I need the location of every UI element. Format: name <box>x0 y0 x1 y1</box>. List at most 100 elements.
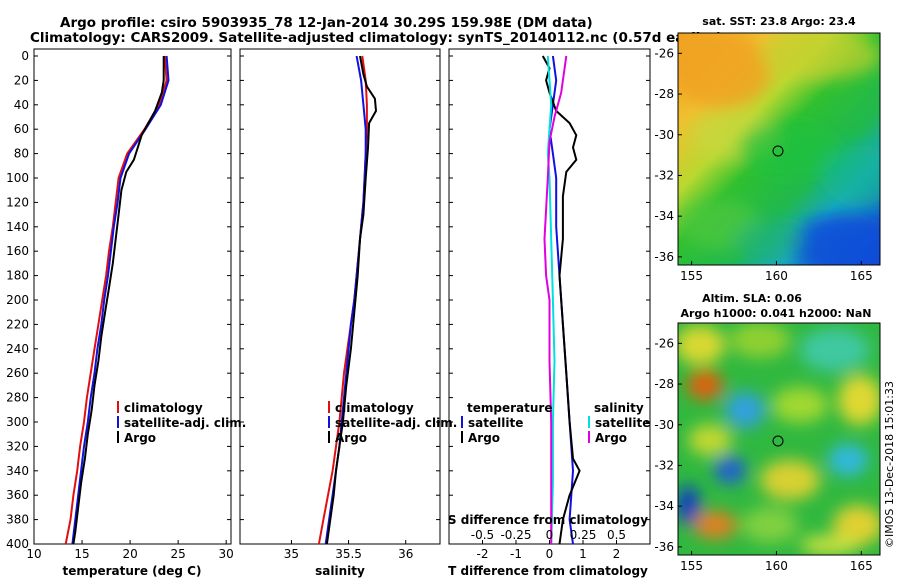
x-tick-label: 35 <box>284 547 299 561</box>
depth-axis: 0 20 40 60 80 100 120 140 160 180 200 220 240 260 280 3… <box>6 49 650 551</box>
difference-xlabel-top: S difference from climatology <box>448 513 648 527</box>
x-tick-label: 25 <box>171 547 186 561</box>
legend-label-climatology: climatology <box>124 401 203 415</box>
depth-tick-label: 40 <box>14 98 29 112</box>
title-line-2: Climatology: CARS2009. Satellite-adjuste… <box>30 30 722 46</box>
temperature-xlabel: temperature (deg C) <box>63 564 202 578</box>
map-y-tick-label: -32 <box>654 168 674 182</box>
sst-features <box>678 33 880 265</box>
map-y-tick-label: -30 <box>654 128 674 142</box>
temperature-legend: climatology satellite-adj. clim. Argo <box>117 401 246 445</box>
legend-title-temperature: temperature <box>467 401 552 415</box>
legend-label-temp-satellite: satellite <box>468 416 523 430</box>
salinity-series-layer <box>317 55 377 545</box>
x-tick-label: 1 <box>579 547 587 561</box>
x-tick-label-top: -0.5 <box>471 528 494 542</box>
depth-tick-label: 220 <box>6 317 29 331</box>
depth-tick-label: 180 <box>6 269 29 283</box>
map-y-tick-label: -28 <box>654 87 674 101</box>
series-line-temperature-climatology <box>64 55 168 545</box>
depth-tick-label: 0 <box>21 49 29 63</box>
legend-label-satellite: satellite-adj. clim. <box>335 416 457 430</box>
difference-legend-salinity: salinity satellite Argo <box>588 401 650 445</box>
map-x-tick-label: 155 <box>680 269 703 283</box>
map-y-tick-label: -32 <box>654 458 674 472</box>
series-line-difference-salinity-argo <box>543 55 568 544</box>
map-y-tick-label: -34 <box>654 209 674 223</box>
depth-tick-label: 100 <box>6 171 29 185</box>
x-tick-label-top: 0.5 <box>607 528 626 542</box>
x-tick-label: -1 <box>510 547 522 561</box>
depth-tick-label: 80 <box>14 147 29 161</box>
sla-map <box>678 323 880 555</box>
argo-location-marker <box>772 435 784 447</box>
depth-tick-label: 120 <box>6 195 29 209</box>
sst-map-frame <box>677 32 881 266</box>
sst-map <box>678 33 880 265</box>
depth-tick-label: 20 <box>14 73 29 87</box>
depth-tick-label: 260 <box>6 366 29 380</box>
depth-tick-label: 360 <box>6 488 29 502</box>
legend-label-argo: Argo <box>335 431 367 445</box>
x-tick-label: -2 <box>477 547 489 561</box>
series-line-difference-temperature-argo <box>541 55 581 545</box>
salinity-xlabel: salinity <box>315 564 365 578</box>
map-y-tick-label: -28 <box>654 377 674 391</box>
depth-tick-label: 240 <box>6 342 29 356</box>
x-tick-label-top: -0.25 <box>500 528 531 542</box>
legend-title-salinity: salinity <box>594 401 644 415</box>
salinity-legend: climatology satellite-adj. clim. Argo <box>328 401 457 445</box>
legend-label-sal-satellite: satellite <box>595 416 650 430</box>
temperature-series-layer <box>64 55 170 545</box>
depth-tick-label: 140 <box>6 220 29 234</box>
legend-label-argo: Argo <box>124 431 156 445</box>
depth-tick-label: 380 <box>6 513 29 527</box>
x-tick-label: 35.5 <box>335 547 362 561</box>
series-line-salinity-climatology <box>317 55 368 545</box>
map-x-tick-label: 160 <box>765 269 788 283</box>
depth-tick-label: 300 <box>6 415 29 429</box>
argo-location-marker <box>772 145 784 157</box>
title-line-1: Argo profile: csiro 5903935_78 12-Jan-20… <box>60 15 593 31</box>
sla-map-axes: 155 160 165 -26 -28 -30 -32 -34 -36 <box>654 336 872 573</box>
sla-features <box>678 323 880 555</box>
x-tick-label-top: 0.25 <box>570 528 597 542</box>
sst-map-title: sat. SST: 23.8 Argo: 23.4 <box>702 15 856 28</box>
difference-series-layer <box>541 55 581 545</box>
x-tick-label: 2 <box>613 547 621 561</box>
legend-label-climatology: climatology <box>335 401 414 415</box>
depth-tick-label: 160 <box>6 244 29 258</box>
x-tick-label: 0 <box>546 547 554 561</box>
difference-legend-temperature: temperature satellite Argo <box>461 401 552 445</box>
map-y-tick-label: -30 <box>654 418 674 432</box>
depth-tick-label: 60 <box>14 122 29 136</box>
depth-tick-label: 200 <box>6 293 29 307</box>
sla-map-title-line-2: Argo h1000: 0.041 h2000: NaN <box>680 307 871 320</box>
sla-map-title-line-1: Altim. SLA: 0.06 <box>702 292 802 305</box>
legend-label-temp-argo: Argo <box>468 431 500 445</box>
x-tick-label: 10 <box>26 547 41 561</box>
series-line-difference-salinity-satellite <box>546 55 556 545</box>
x-tick-label: 20 <box>122 547 137 561</box>
map-y-tick-label: -34 <box>654 499 674 513</box>
depth-tick-label: 320 <box>6 439 29 453</box>
difference-xlabel: T difference from climatology <box>448 564 648 578</box>
x-tick-layer: 10 15 20 25 30 35 35.5 36 -2 -1 0 1 2 -0.5 -0.25 0 0.25 0… <box>26 528 626 561</box>
sst-map-axes: 155 160 165 -26 -28 -30 -32 -34 -36 <box>654 46 872 283</box>
map-x-tick-label: 160 <box>765 559 788 573</box>
legend-label-satellite: satellite-adj. clim. <box>124 416 246 430</box>
series-line-temperature-argo <box>72 56 165 545</box>
map-x-tick-label: 155 <box>680 559 703 573</box>
x-tick-label: 15 <box>74 547 89 561</box>
map-x-tick-label: 165 <box>850 559 873 573</box>
x-tick-label: 30 <box>219 547 234 561</box>
legend-label-sal-argo: Argo <box>595 431 627 445</box>
x-tick-label-top: 0 <box>546 528 554 542</box>
map-y-tick-label: -26 <box>654 336 674 350</box>
timestamp: ©IMOS 13-Dec-2018 15:01:33 <box>883 381 896 548</box>
map-x-tick-label: 165 <box>850 269 873 283</box>
map-y-tick-label: -36 <box>654 540 674 554</box>
x-tick-label: 36 <box>398 547 413 561</box>
depth-tick-label: 340 <box>6 464 29 478</box>
